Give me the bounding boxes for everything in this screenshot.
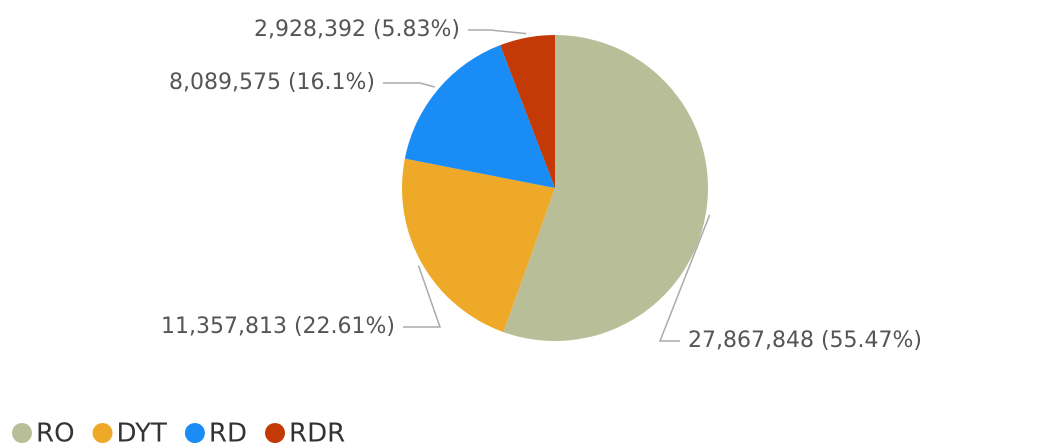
leader-line <box>403 265 442 328</box>
data-label: 27,867,848 (55.47%) <box>688 328 922 353</box>
legend-label: RO <box>36 419 75 448</box>
legend-label: RD <box>209 419 247 448</box>
data-label: 2,928,392 (5.83%) <box>254 17 460 42</box>
pie-slice <box>402 158 555 333</box>
legend-swatch <box>92 423 113 443</box>
leader-line <box>658 214 711 342</box>
legend-swatch <box>265 423 285 443</box>
leader-line <box>383 82 435 88</box>
data-label: 8,089,575 (16.1%) <box>169 70 375 95</box>
legend-swatch <box>184 423 205 443</box>
data-label: 11,357,813 (22.61%) <box>161 314 395 339</box>
leader-line <box>468 29 527 35</box>
legend-label: DYT <box>117 419 167 448</box>
pie-slice <box>500 35 555 188</box>
pie-slice <box>503 35 709 341</box>
legend-label: RDR <box>289 419 345 448</box>
pie-slice <box>404 45 555 188</box>
legend-swatch <box>12 423 32 443</box>
